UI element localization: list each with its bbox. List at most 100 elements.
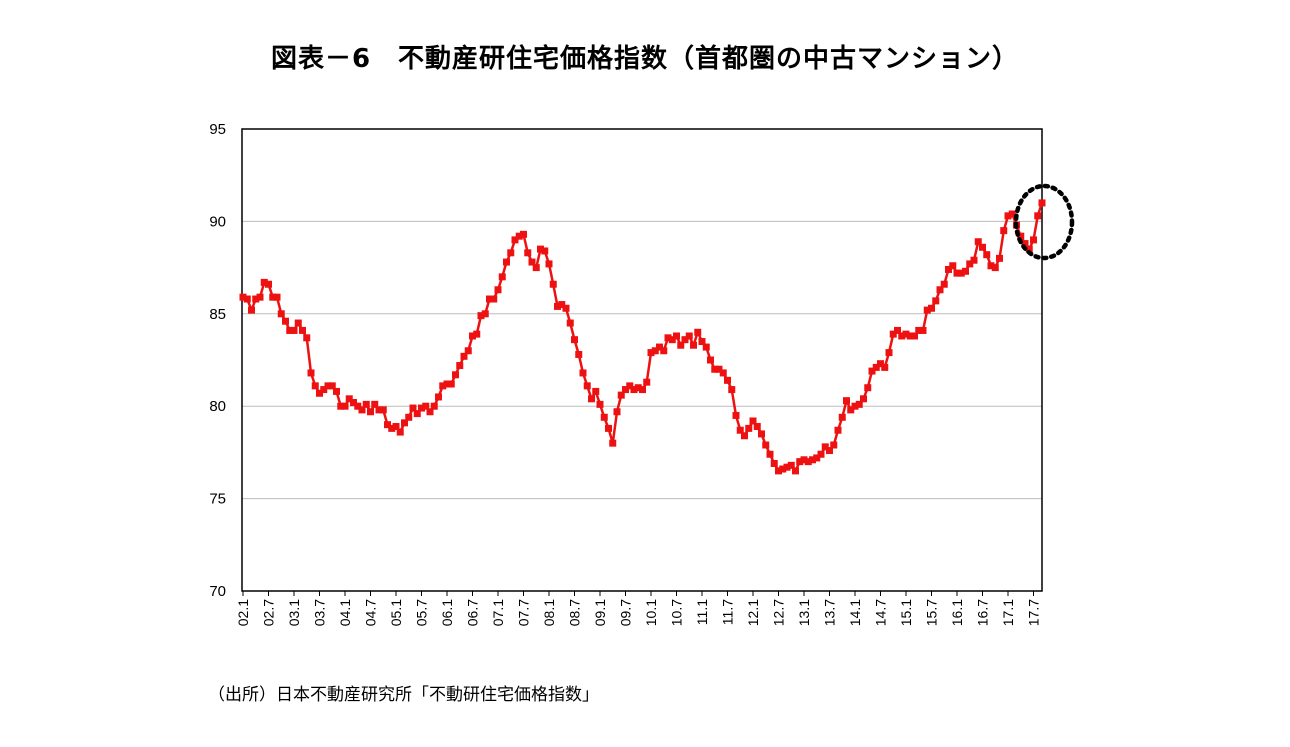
x-tick-label: 07.7 xyxy=(516,599,532,626)
data-point xyxy=(358,406,366,414)
x-tick-label: 17.7 xyxy=(1026,599,1042,626)
data-point xyxy=(324,382,332,390)
data-point xyxy=(787,461,795,469)
data-point xyxy=(622,386,629,394)
data-point xyxy=(307,369,315,377)
data-point xyxy=(290,326,298,334)
x-tick-label: 14.1 xyxy=(847,599,863,626)
data-point xyxy=(243,295,251,303)
data-point xyxy=(707,356,714,364)
data-point xyxy=(881,363,889,371)
data-point xyxy=(354,402,362,410)
data-point xyxy=(753,423,761,431)
x-tick-label: 10.7 xyxy=(669,599,685,626)
data-point xyxy=(299,326,306,334)
data-point xyxy=(915,326,923,334)
y-tick-label: 90 xyxy=(209,213,226,230)
data-point xyxy=(439,382,447,390)
data-point xyxy=(945,265,952,273)
data-point xyxy=(490,295,498,303)
x-tick-label: 15.1 xyxy=(898,599,914,626)
x-tick-label: 15.7 xyxy=(924,599,940,626)
data-point xyxy=(838,413,846,421)
data-point xyxy=(1017,232,1025,240)
data-point xyxy=(524,249,532,257)
data-point xyxy=(562,304,570,312)
x-tick-label: 12.1 xyxy=(745,599,761,626)
data-point xyxy=(515,232,523,240)
y-tick-label: 70 xyxy=(209,583,226,600)
data-point xyxy=(426,408,434,416)
data-point xyxy=(715,365,723,373)
data-point xyxy=(991,264,999,272)
data-point xyxy=(520,230,527,238)
data-point xyxy=(749,417,757,425)
data-point xyxy=(796,458,804,466)
data-point xyxy=(528,258,536,266)
data-point xyxy=(320,386,328,394)
data-point xyxy=(277,310,285,318)
data-point xyxy=(350,399,357,407)
data-point xyxy=(494,286,502,294)
data-point xyxy=(996,254,1003,262)
data-point xyxy=(435,393,442,401)
data-point xyxy=(957,269,965,277)
data-point xyxy=(418,404,425,412)
data-point xyxy=(248,306,255,314)
data-point xyxy=(430,402,438,410)
chart-title: 図表－6 不動産研住宅価格指数（首都圏の中古マンション） xyxy=(270,44,1020,74)
data-point xyxy=(860,395,867,403)
data-point xyxy=(486,295,493,303)
data-point xyxy=(821,443,829,451)
x-tick-label: 13.1 xyxy=(796,599,812,626)
data-point xyxy=(843,397,850,405)
data-point xyxy=(634,384,642,392)
x-tick-label: 06.7 xyxy=(465,599,481,626)
data-point xyxy=(362,400,370,408)
data-point xyxy=(639,386,646,394)
data-point xyxy=(817,450,825,458)
data-point xyxy=(269,293,277,301)
data-point xyxy=(953,269,961,277)
x-tick-label: 04.1 xyxy=(337,599,353,626)
y-tick-label: 75 xyxy=(209,491,226,508)
data-point xyxy=(554,302,561,310)
data-point xyxy=(579,369,587,377)
data-point xyxy=(724,376,731,384)
data-point xyxy=(698,338,706,346)
data-point xyxy=(456,362,464,370)
data-point xyxy=(656,343,663,351)
x-tick-label: 04.7 xyxy=(363,599,379,626)
data-point xyxy=(889,330,897,338)
x-tick-label: 11.1 xyxy=(694,599,710,625)
data-point xyxy=(979,243,986,251)
data-point xyxy=(460,352,468,360)
source-note: （出所）日本不動産研究所「不動研住宅価格指数」 xyxy=(208,685,599,705)
data-point xyxy=(868,367,876,375)
data-point xyxy=(677,341,685,349)
data-point xyxy=(902,330,910,338)
data-point xyxy=(588,395,595,403)
data-point xyxy=(732,411,740,419)
y-tick-label: 95 xyxy=(209,121,226,138)
data-point xyxy=(779,465,787,473)
data-point xyxy=(673,332,680,340)
highlight-ellipse xyxy=(1013,183,1075,261)
x-tick-label: 02.7 xyxy=(261,599,277,626)
x-tick-label: 08.7 xyxy=(567,599,583,626)
data-point xyxy=(919,326,927,334)
data-point xyxy=(409,404,417,412)
x-tick-label: 09.1 xyxy=(592,599,608,626)
data-point xyxy=(477,312,485,320)
data-point xyxy=(911,332,918,340)
x-tick-label: 12.7 xyxy=(771,599,787,626)
y-axis-ticks: 70 75 80 85 90 95 xyxy=(209,121,226,600)
data-point xyxy=(392,423,400,431)
data-point xyxy=(388,424,396,432)
data-point xyxy=(630,386,638,394)
data-point xyxy=(558,301,566,309)
data-point xyxy=(864,384,872,392)
x-tick-label: 06.1 xyxy=(439,599,455,626)
data-point xyxy=(847,406,855,414)
data-point xyxy=(851,402,859,410)
